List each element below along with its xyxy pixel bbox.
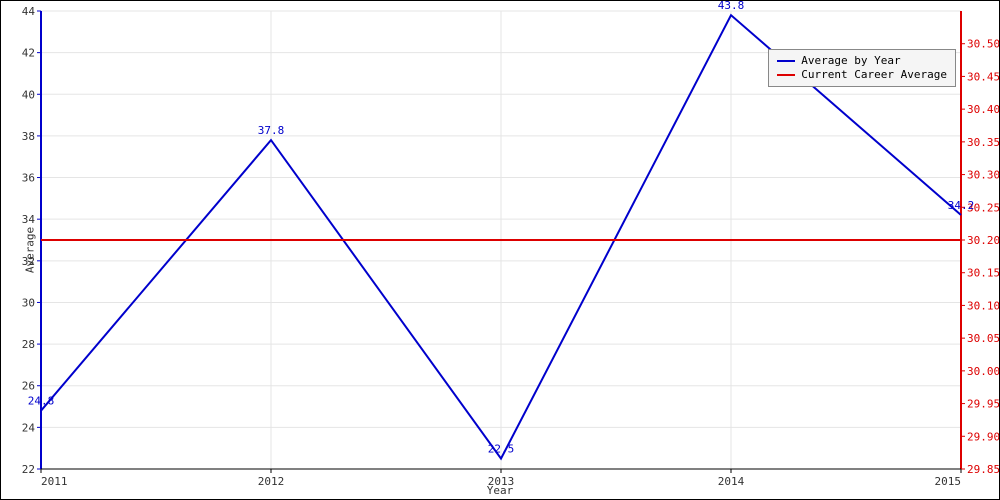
svg-text:24.8: 24.8 [28, 395, 55, 408]
svg-text:30.50: 30.50 [967, 38, 999, 51]
svg-text:30: 30 [22, 296, 35, 309]
legend-item: Current Career Average [777, 68, 947, 82]
legend-label: Current Career Average [801, 68, 947, 82]
svg-text:37.8: 37.8 [258, 124, 285, 137]
svg-text:34: 34 [22, 213, 36, 226]
svg-text:29.85: 29.85 [967, 463, 999, 476]
legend-swatch-icon [777, 60, 795, 62]
svg-text:29.90: 29.90 [967, 430, 999, 443]
svg-text:22.5: 22.5 [488, 443, 515, 456]
svg-text:43.8: 43.8 [718, 1, 745, 12]
svg-text:30.20: 30.20 [967, 234, 999, 247]
svg-text:30.05: 30.05 [967, 332, 999, 345]
svg-text:30.30: 30.30 [967, 169, 999, 182]
svg-text:30.40: 30.40 [967, 103, 999, 116]
svg-text:34.2: 34.2 [948, 199, 975, 212]
svg-text:38: 38 [22, 130, 35, 143]
svg-text:22: 22 [22, 463, 35, 476]
svg-text:30.10: 30.10 [967, 299, 999, 312]
legend: Average by Year Current Career Average [768, 49, 956, 87]
x-axis-label: Year [487, 484, 514, 497]
chart-container: 22242628303234363840424429.8529.9029.953… [0, 0, 1000, 500]
svg-text:40: 40 [22, 88, 35, 101]
svg-text:30.00: 30.00 [967, 365, 999, 378]
legend-item: Average by Year [777, 54, 947, 68]
svg-text:36: 36 [22, 172, 35, 185]
svg-text:28: 28 [22, 338, 35, 351]
svg-text:2015: 2015 [935, 475, 962, 488]
svg-text:30.15: 30.15 [967, 267, 999, 280]
legend-swatch-icon [777, 74, 795, 76]
svg-text:30.35: 30.35 [967, 136, 999, 149]
svg-text:2014: 2014 [718, 475, 745, 488]
legend-label: Average by Year [801, 54, 900, 68]
y-axis-label: Average [24, 227, 37, 273]
svg-text:2011: 2011 [41, 475, 68, 488]
svg-text:29.95: 29.95 [967, 398, 999, 411]
svg-text:26: 26 [22, 380, 35, 393]
svg-text:44: 44 [22, 5, 36, 18]
svg-text:30.45: 30.45 [967, 70, 999, 83]
svg-text:2012: 2012 [258, 475, 285, 488]
svg-text:24: 24 [22, 421, 36, 434]
svg-text:42: 42 [22, 47, 35, 60]
